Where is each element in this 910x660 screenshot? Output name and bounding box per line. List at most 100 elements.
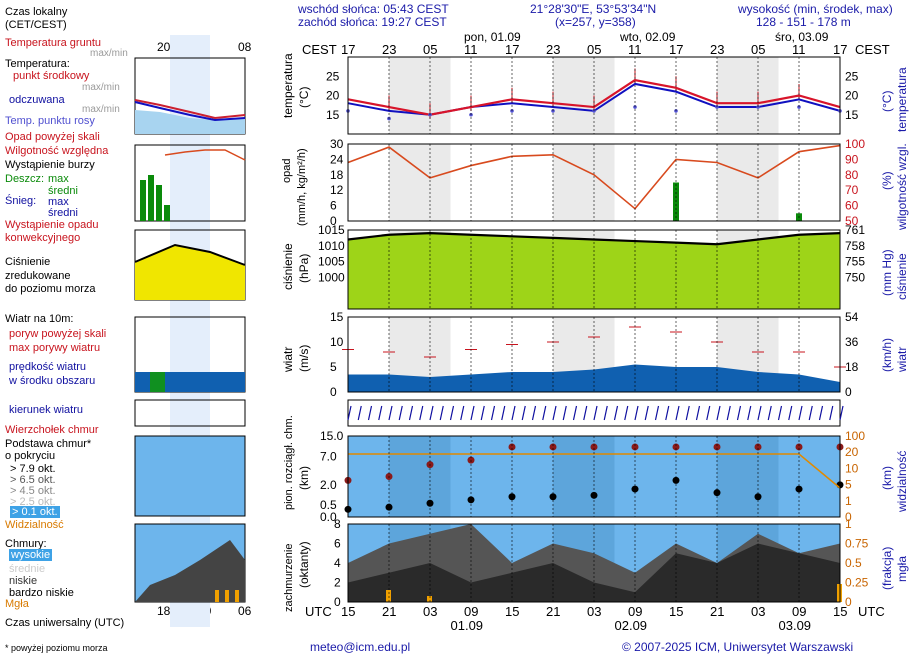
top-timezone-right: CEST xyxy=(855,42,890,57)
humidity-ytick-right: 100 xyxy=(845,137,865,151)
cloud-ytick-left: 0.0 xyxy=(320,510,337,524)
wind-arrow xyxy=(829,405,834,421)
night-band-1-1 xyxy=(553,144,615,221)
wind-arrow xyxy=(736,405,742,421)
top-hour-label: 05 xyxy=(587,42,601,57)
cover-label-right: mgła xyxy=(895,555,909,582)
night-band-4-1 xyxy=(553,436,615,517)
temp-ytick-right: 15 xyxy=(845,108,859,122)
bottom-hour-label: 03 xyxy=(423,604,437,619)
legend-temp-feel: odczuwana xyxy=(9,94,65,106)
wind-unit-right: (km/h) xyxy=(880,338,894,372)
wind-arrow xyxy=(562,405,567,421)
night-band-0-2 xyxy=(717,57,779,134)
legend-okt-1: > 7.9 okt. xyxy=(10,463,56,475)
bottom-hour-label: 21 xyxy=(710,604,724,619)
bottom-hour-label: 15 xyxy=(669,604,683,619)
grid-text: (x=257, y=358) xyxy=(555,15,636,29)
pressure-ytick-left: 1005 xyxy=(318,255,345,269)
wind-unit-left: (m/s) xyxy=(297,344,311,372)
legend-local-time: Czas lokalny xyxy=(5,6,68,18)
bottom-date-label: 03.09 xyxy=(779,618,812,633)
cloud-ytick-left: 2.0 xyxy=(320,478,337,492)
footer-email[interactable]: meteo@icm.edu.pl xyxy=(310,640,411,654)
cloud-label-right: widzialność xyxy=(895,450,909,512)
legend-pressure-1: Ciśnienie xyxy=(5,256,51,268)
dew-point-dot xyxy=(633,105,637,109)
wind-ytick-right: 18 xyxy=(845,360,859,374)
cloud-base-dot xyxy=(467,496,475,504)
precip-ytick-left: 24 xyxy=(330,152,344,166)
wind-arrow xyxy=(378,405,383,421)
wind-ytick-right: 54 xyxy=(845,310,859,324)
visibility-ytick-right: 100 xyxy=(845,429,865,443)
wind-arrow xyxy=(665,405,670,421)
pressure-ytick-right: 750 xyxy=(845,270,865,284)
legend-dew-point: Temp. punktu rosy xyxy=(5,115,95,127)
fog-ytick-right: 0 xyxy=(845,595,852,609)
night-band-0-1 xyxy=(553,57,615,134)
legend-temp-feel-range: max/min xyxy=(82,104,120,115)
legend-temp-mid: punkt środkowy xyxy=(13,70,90,82)
legend-cloud-high: wysokie xyxy=(9,549,53,561)
legend-fog-bar-2 xyxy=(225,590,229,602)
legend-cloud-box xyxy=(134,435,246,517)
precip-ytick-left: 30 xyxy=(330,137,344,151)
coordinates-text: 21°28'30"E, 53°53'34"N xyxy=(530,2,657,16)
bottom-hour-label: 21 xyxy=(382,604,396,619)
precip-unit-left: (mm/h, kg/m²/h) xyxy=(296,148,308,226)
legend-winddir-box xyxy=(134,399,246,427)
legend-utc-hour-1: 18 xyxy=(157,604,171,618)
top-hour-label: 23 xyxy=(382,42,396,57)
humidity-ytick-right: 50 xyxy=(845,214,859,228)
precip-unit-right: (%) xyxy=(880,171,894,190)
cloud-base-dot xyxy=(426,499,434,507)
legend-gust-max: max porywy wiatru xyxy=(9,342,101,354)
wind-arrow xyxy=(357,405,362,421)
legend-okt-4: > 2.5 okt. xyxy=(10,496,56,508)
wind-arrow xyxy=(552,405,557,421)
wind-arrow xyxy=(603,405,608,421)
wind-arrow xyxy=(624,405,629,421)
wind-arrow xyxy=(480,405,485,421)
legend-pressure-fill xyxy=(135,245,245,300)
legend-cover-fill xyxy=(135,540,245,602)
wind-arrow xyxy=(429,405,434,421)
legend-wind-mean-1: prędkość wiatru xyxy=(9,361,87,373)
precip-ytick-left: 6 xyxy=(330,199,337,213)
legend-cloud-very-low: bardzo niskie xyxy=(9,587,74,599)
wind-arrow xyxy=(839,405,844,421)
dew-point-dot xyxy=(756,105,760,109)
legend-snow: Śnieg: xyxy=(5,195,37,207)
legend-temperature: Temperatura: xyxy=(5,58,70,70)
cover-ytick-left: 6 xyxy=(334,537,341,551)
cloud-ytick-left: 0.5 xyxy=(320,498,337,512)
precip-label-right: wilgotność wzgl. xyxy=(895,143,909,230)
legend-wind-dir: kierunek wiatru xyxy=(9,404,83,416)
legend-snow-mean: średni xyxy=(48,207,78,219)
panel-border-0 xyxy=(347,56,841,135)
legend-rain-bar-1 xyxy=(140,180,146,221)
legend-utc-time: Czas uniwersalny (UTC) xyxy=(5,617,125,629)
cloud-base-dot xyxy=(385,503,393,511)
wind-arrow xyxy=(747,405,752,421)
cover-ytick-left: 2 xyxy=(334,576,341,590)
visibility-ytick-right: 10 xyxy=(845,461,859,475)
pressure-ytick-left: 1010 xyxy=(318,239,345,253)
legend-soil-sub: max/min xyxy=(90,48,128,59)
night-band-1-2 xyxy=(717,144,779,221)
temp-ytick-right: 25 xyxy=(845,69,859,83)
wind-arrow xyxy=(439,405,444,421)
legend-pressure-line xyxy=(134,243,246,266)
pressure-ytick-right: 755 xyxy=(845,255,865,269)
legend-rain-mean: średni xyxy=(48,185,78,197)
wind-ytick-left: 0 xyxy=(330,385,337,399)
pressure-ytick-right: 758 xyxy=(845,239,865,253)
wind-arrow xyxy=(419,405,424,421)
legend-utc-hour-3: 06 xyxy=(238,604,252,618)
temp-unit-right: (°C) xyxy=(880,90,894,112)
top-hour-label: 17 xyxy=(833,42,847,57)
wind-arrow xyxy=(706,405,711,421)
wind-ytick-right: 0 xyxy=(845,385,852,399)
